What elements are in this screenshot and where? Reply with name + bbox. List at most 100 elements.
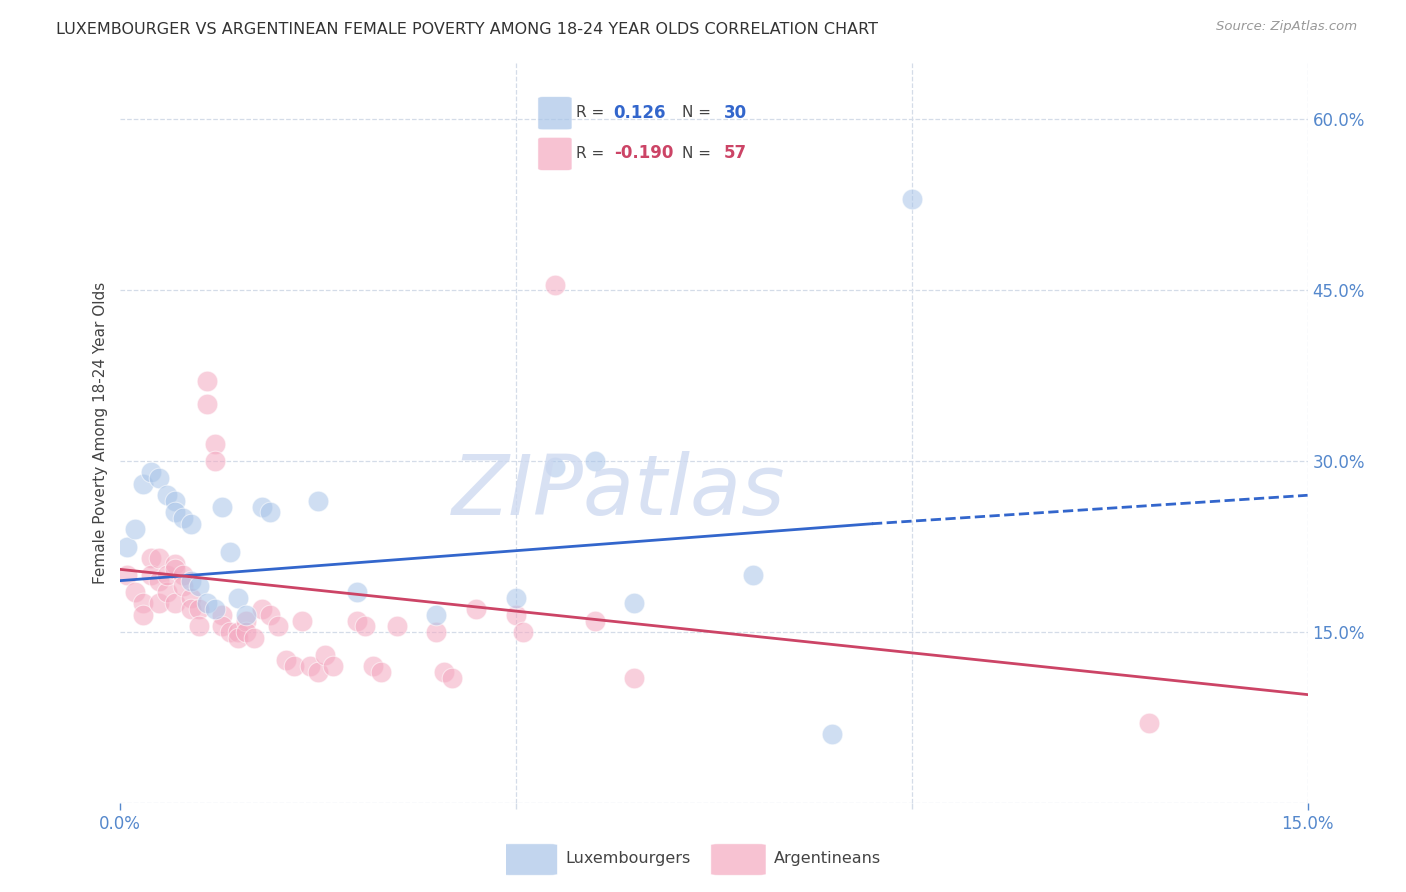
Point [132, 597, 155, 611]
Point [235, 624, 257, 639]
Point [354, 619, 377, 633]
Point [219, 545, 242, 559]
Point [464, 602, 488, 616]
Point [195, 597, 218, 611]
Text: LUXEMBOURGER VS ARGENTINEAN FEMALE POVERTY AMONG 18-24 YEAR OLDS CORRELATION CHA: LUXEMBOURGER VS ARGENTINEAN FEMALE POVER… [56, 22, 879, 37]
Point [219, 624, 242, 639]
FancyBboxPatch shape [538, 137, 572, 170]
Text: Luxembourgers: Luxembourgers [565, 851, 690, 866]
Point [821, 727, 844, 741]
Point [163, 505, 186, 519]
Text: 30: 30 [724, 103, 747, 122]
Point [156, 568, 179, 582]
Point [172, 579, 194, 593]
Point [298, 659, 321, 673]
Point [180, 574, 202, 588]
Point [187, 619, 209, 633]
Point [623, 671, 645, 685]
Point [141, 568, 163, 582]
Text: R =: R = [576, 146, 609, 161]
Point [195, 375, 218, 389]
Point [180, 591, 202, 605]
Text: -0.190: -0.190 [614, 145, 673, 162]
Point [156, 488, 179, 502]
Point [283, 659, 305, 673]
Point [346, 614, 368, 628]
Point [291, 614, 314, 628]
Point [346, 585, 368, 599]
Point [172, 511, 194, 525]
Point [250, 602, 273, 616]
Point [124, 523, 146, 537]
Point [505, 591, 527, 605]
Point [211, 607, 233, 622]
Text: N =: N = [682, 105, 716, 120]
Point [425, 624, 447, 639]
Text: R =: R = [576, 105, 609, 120]
Point [163, 494, 186, 508]
Point [204, 437, 226, 451]
Point [441, 671, 464, 685]
Point [172, 568, 194, 582]
Point [361, 659, 384, 673]
Point [900, 192, 922, 206]
Point [211, 500, 233, 514]
Text: ZIPatlas: ZIPatlas [451, 451, 786, 533]
Point [117, 568, 139, 582]
Point [583, 614, 606, 628]
Text: Source: ZipAtlas.com: Source: ZipAtlas.com [1216, 20, 1357, 33]
Point [163, 597, 186, 611]
Point [433, 665, 456, 679]
Point [259, 505, 281, 519]
Point [544, 277, 567, 292]
Point [180, 602, 202, 616]
Point [195, 397, 218, 411]
Text: 0.126: 0.126 [614, 103, 666, 122]
Point [228, 624, 250, 639]
Point [187, 579, 209, 593]
Point [267, 619, 290, 633]
Text: Argentineans: Argentineans [773, 851, 882, 866]
Point [322, 659, 344, 673]
Point [141, 550, 163, 565]
Point [156, 585, 179, 599]
Point [148, 597, 170, 611]
Point [425, 607, 447, 622]
Point [512, 624, 534, 639]
Point [370, 665, 392, 679]
Point [623, 597, 645, 611]
Point [163, 557, 186, 571]
Point [1137, 716, 1160, 731]
Point [250, 500, 273, 514]
Point [132, 476, 155, 491]
Point [141, 466, 163, 480]
Point [117, 540, 139, 554]
Point [505, 607, 527, 622]
Text: N =: N = [682, 146, 716, 161]
Point [742, 568, 765, 582]
FancyBboxPatch shape [502, 844, 557, 875]
Point [187, 602, 209, 616]
Point [243, 631, 266, 645]
Text: 57: 57 [724, 145, 747, 162]
Point [180, 516, 202, 531]
Point [148, 471, 170, 485]
Point [148, 574, 170, 588]
Point [314, 648, 336, 662]
FancyBboxPatch shape [711, 844, 766, 875]
Point [204, 602, 226, 616]
Point [235, 607, 257, 622]
Point [211, 619, 233, 633]
Y-axis label: Female Poverty Among 18-24 Year Olds: Female Poverty Among 18-24 Year Olds [93, 282, 108, 583]
Point [124, 585, 146, 599]
Point [307, 494, 329, 508]
Point [274, 653, 297, 667]
Point [259, 607, 281, 622]
Point [228, 631, 250, 645]
FancyBboxPatch shape [538, 96, 572, 129]
Point [307, 665, 329, 679]
Point [148, 550, 170, 565]
Point [544, 459, 567, 474]
Point [228, 591, 250, 605]
Point [583, 454, 606, 468]
